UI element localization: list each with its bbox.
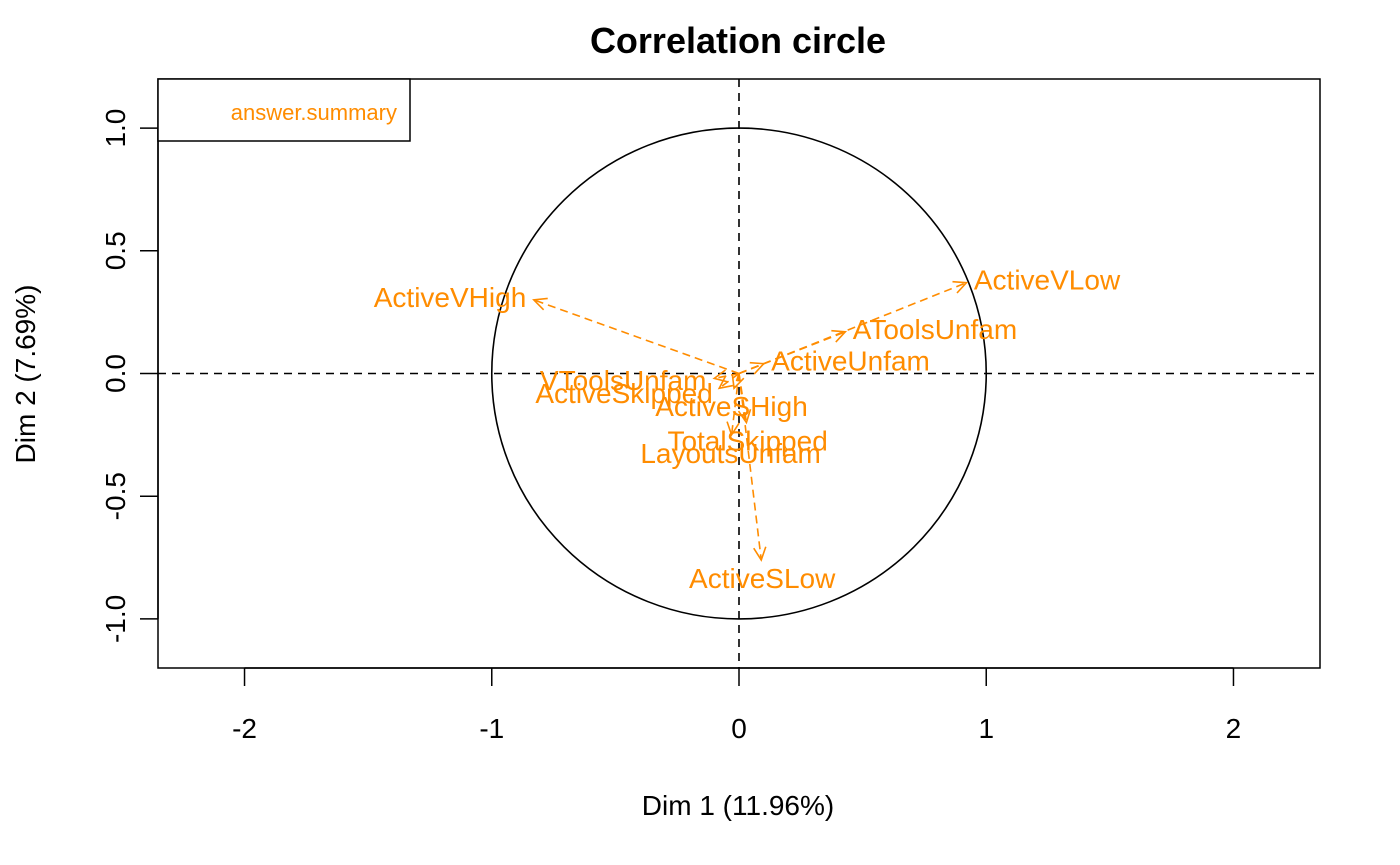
variable-arrow-head	[532, 297, 548, 311]
y-tick-label: 0.0	[100, 354, 131, 393]
variable-label: ActiveSHigh	[655, 391, 808, 422]
variable-arrow	[738, 373, 748, 423]
plot-area: ActiveVHigh ActiveVLow AToolsUnfamActiveUn…	[158, 79, 1320, 668]
variable-label: AToolsUnfam	[853, 314, 1017, 345]
variable-label: ActiveVHigh	[374, 282, 527, 313]
variable-arrow-head	[726, 421, 740, 437]
y-axis-label: Dim 2 (7.69%)	[10, 285, 41, 464]
variable-label: LayoutsUnfam	[640, 438, 821, 469]
variable-labels: ActiveVHigh ActiveVLow AToolsUnfamActiveUn…	[374, 265, 1121, 594]
legend: answer.summary	[157, 78, 411, 142]
y-axis: -1.0 -0.5 0.0 0.5 1.0	[100, 109, 159, 643]
variable-label: ActiveVLow	[974, 265, 1121, 296]
variable-arrows	[532, 280, 969, 562]
variable-label: VToolsUnfam	[540, 365, 707, 396]
variable-arrow	[730, 373, 740, 435]
x-tick-label: -2	[232, 713, 257, 744]
variable-arrow-head	[737, 408, 752, 425]
unit-circle	[490, 127, 988, 620]
x-axis-label: Dim 1 (11.96%)	[642, 790, 834, 821]
legend-box	[157, 78, 411, 142]
variable-arrow-head	[749, 361, 766, 375]
x-tick-label: 1	[978, 713, 994, 744]
chart-title: Correlation circle	[590, 20, 886, 61]
variable-arrow-head	[831, 329, 848, 343]
y-tick-label: -1.0	[100, 595, 131, 643]
variable-label: ActiveSkipped	[535, 378, 712, 409]
y-tick-label: -0.5	[100, 472, 131, 520]
variable-arrow	[738, 373, 763, 561]
x-tick-label: 0	[731, 713, 747, 744]
x-tick-label: -1	[479, 713, 504, 744]
y-tick-label: 0.5	[100, 231, 131, 270]
variable-arrow-head	[952, 280, 969, 294]
variable-label: ActiveSLow	[689, 563, 836, 594]
variable-label: TotalSkipped	[667, 426, 827, 457]
y-tick-label: 1.0	[100, 109, 131, 148]
variable-arrow-head	[731, 374, 745, 390]
legend-entry: answer.summary	[231, 100, 397, 125]
x-axis: -2 -1 0 1 2	[232, 667, 1242, 744]
variable-arrow-head	[717, 375, 734, 390]
variable-arrow	[718, 372, 740, 389]
variable-arrow	[714, 372, 740, 380]
x-tick-label: 2	[1226, 713, 1242, 744]
variable-arrow	[533, 299, 740, 375]
variable-label: ActiveUnfam	[771, 346, 930, 377]
variable-arrow-head	[753, 546, 767, 562]
variable-arrow	[738, 362, 765, 375]
